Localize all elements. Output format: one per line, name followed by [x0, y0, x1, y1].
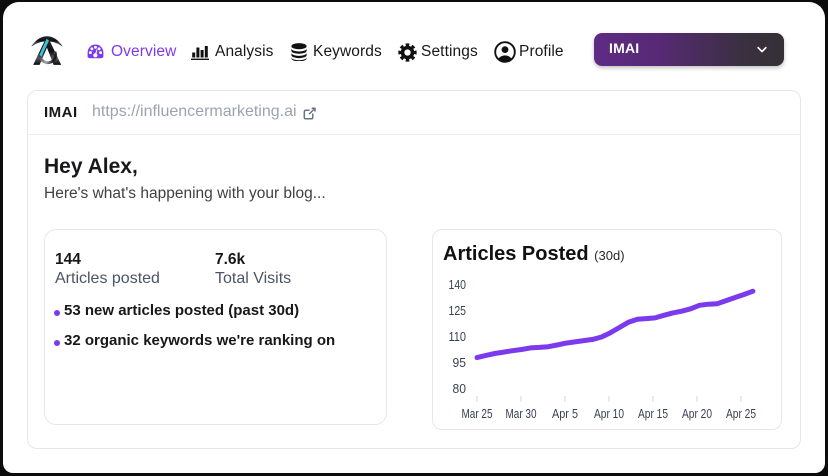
- svg-text:80: 80: [453, 381, 467, 396]
- svg-text:140: 140: [449, 277, 467, 292]
- svg-text:Apr 5: Apr 5: [552, 406, 578, 421]
- svg-text:Apr 15: Apr 15: [638, 406, 668, 421]
- svg-text:Mar 30: Mar 30: [506, 406, 537, 421]
- svg-text:95: 95: [453, 355, 467, 370]
- svg-text:Mar 25: Mar 25: [462, 406, 493, 421]
- svg-text:Apr 10: Apr 10: [594, 406, 624, 421]
- svg-text:125: 125: [449, 303, 467, 318]
- svg-text:Apr 25: Apr 25: [726, 406, 756, 421]
- svg-text:110: 110: [449, 329, 467, 344]
- svg-text:Apr 20: Apr 20: [682, 406, 712, 421]
